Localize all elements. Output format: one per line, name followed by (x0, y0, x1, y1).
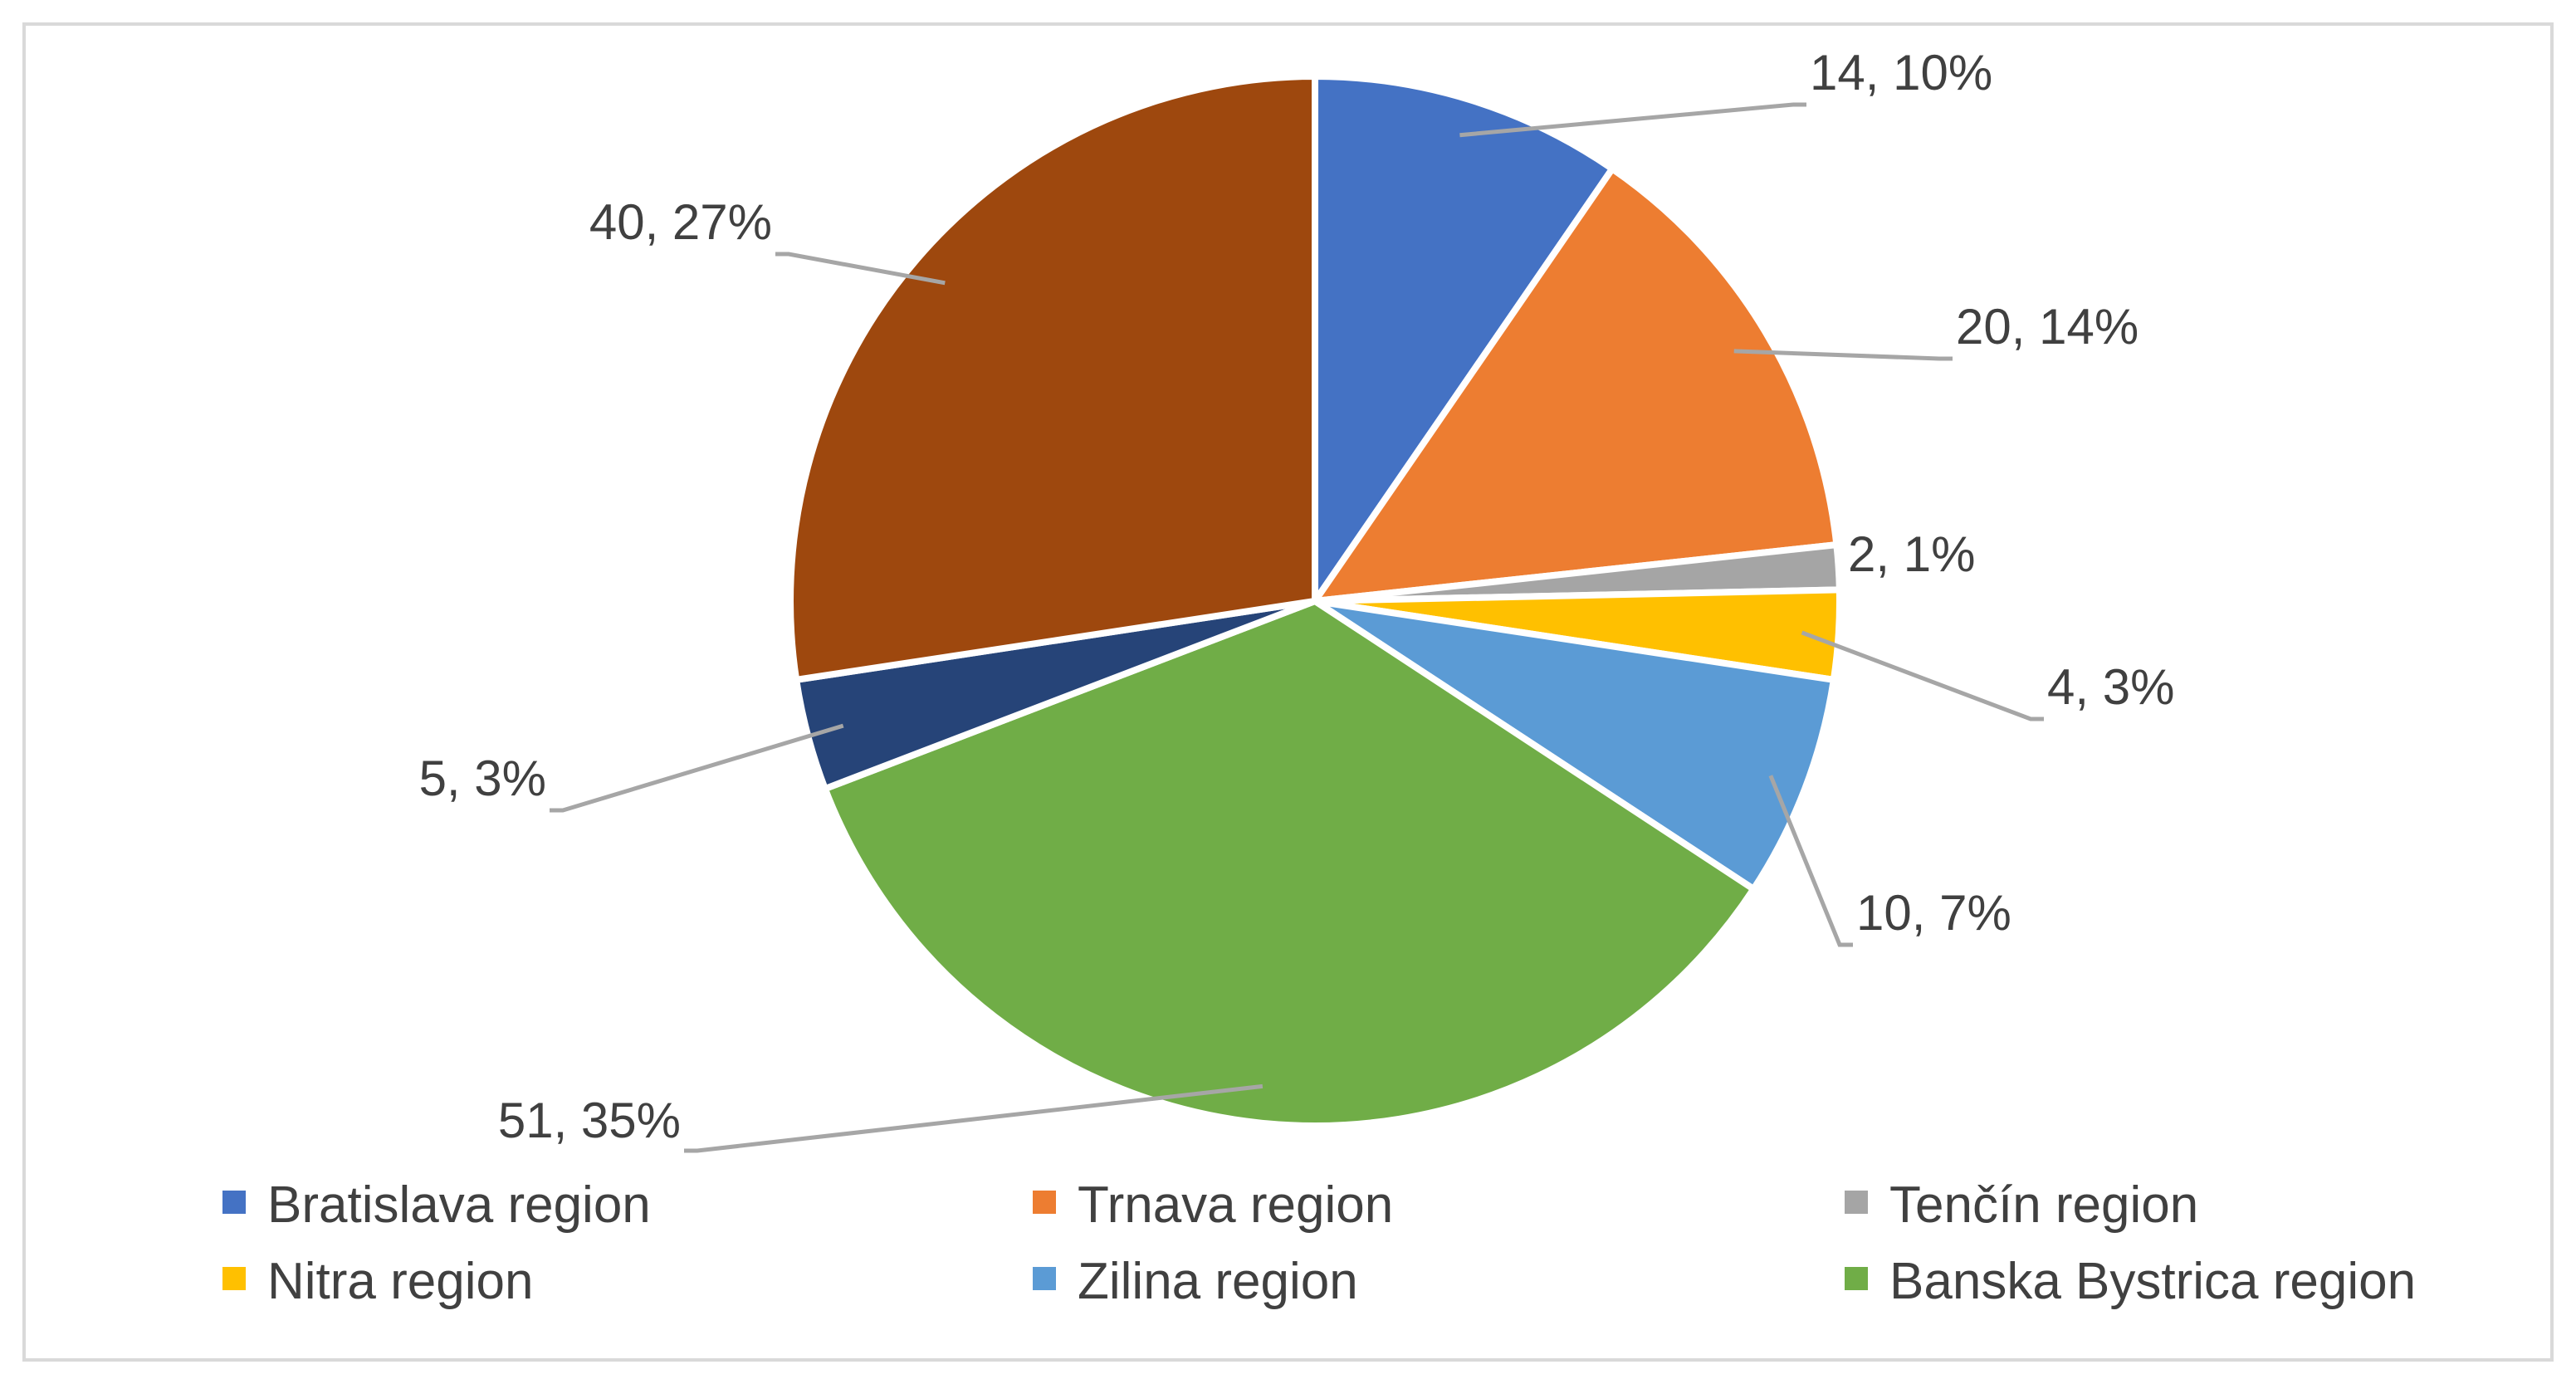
legend: Bratislava region Trnava region Tenčín reg… (222, 1176, 2416, 1310)
legend-swatch (222, 1191, 246, 1214)
leader-line (1768, 775, 1853, 947)
slice-8 (787, 73, 1318, 683)
data-label: 51, 35% (498, 1093, 681, 1148)
legend-entry-trnava-region: Trnava region (1078, 1176, 1393, 1234)
data-label: 2, 1% (1848, 526, 1975, 582)
data-label: 5, 3% (419, 751, 546, 806)
legend-entry-ten-n-region: Tenčín region (1889, 1176, 2198, 1234)
leader-line (550, 723, 844, 813)
data-label: 10, 7% (1856, 885, 2011, 941)
legend-swatch (222, 1267, 246, 1290)
slice-zilina-region (1312, 598, 1837, 893)
leader-lines (550, 102, 2044, 1153)
legend-entry-bratislava-region: Bratislava region (267, 1176, 651, 1234)
data-label: 14, 10% (1810, 45, 1992, 100)
leader-line (775, 252, 946, 286)
chart-frame (22, 22, 2554, 1362)
slice-bratislava-region (1312, 73, 1616, 604)
leader-line (1801, 630, 2044, 721)
legend-swatch (1033, 1267, 1056, 1290)
leader-line (1459, 102, 1806, 138)
slice-trnava-region (1312, 165, 1840, 604)
legend-entry-zilina-region: Zilina region (1078, 1253, 1358, 1310)
legend-swatch (1845, 1267, 1868, 1290)
leader-line (1733, 349, 1953, 361)
leader-line (684, 1083, 1264, 1153)
data-labels: 14, 10% 20, 14% 2, 1% 4, 3% 10, 7% 51, 35% 5, … (419, 45, 2175, 1148)
slice-banska-bystrica-region (821, 598, 1757, 1129)
data-label: 20, 14% (1956, 299, 2139, 355)
legend-entry-nitra-region: Nitra region (267, 1253, 533, 1310)
legend-swatch (1033, 1191, 1056, 1214)
data-label: 40, 27% (589, 194, 772, 250)
legend-entry-banska-bystrica-region: Banska Bystrica region (1889, 1253, 2416, 1310)
legend-swatch (1845, 1191, 1868, 1214)
data-label: 4, 3% (2047, 659, 2174, 715)
pie-slices (787, 73, 1843, 1129)
